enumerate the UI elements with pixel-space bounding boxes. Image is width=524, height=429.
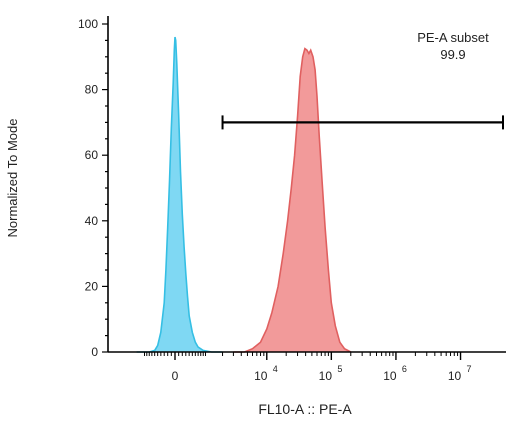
y-tick-label: 100 (78, 17, 98, 31)
histogram-outline-1 (136, 36, 223, 353)
histogram-area-2 (233, 48, 351, 352)
gate: PE-A subset 99.9 (221, 30, 504, 130)
gate-name: PE-A subset (417, 30, 489, 45)
histogram-area-1 (136, 37, 223, 352)
histogram-outline-2 (233, 47, 352, 353)
axes: 0 20 40 60 80 100 0 10 4 10 5 10 6 10 7 (78, 16, 506, 383)
x-axis-title: FL10-A :: PE-A (258, 401, 352, 417)
y-tick-label: 80 (85, 83, 99, 97)
y-tick-label: 60 (85, 148, 99, 162)
x-tick-exponent: 4 (273, 364, 278, 374)
x-tick-exponent: 5 (337, 364, 342, 374)
y-axis-title: Normalized To Mode (5, 119, 20, 238)
x-tick-exponent: 7 (467, 364, 472, 374)
histogram-series-layer (136, 36, 352, 353)
y-tick-label: 20 (85, 279, 99, 293)
x-tick-label: 10 (254, 369, 268, 383)
x-tick-label: 10 (319, 369, 333, 383)
x-tick-label: 0 (172, 369, 179, 383)
x-tick-label: 10 (448, 369, 462, 383)
x-tick-label: 10 (383, 369, 397, 383)
y-tick-label: 0 (91, 345, 98, 359)
gate-percentage: 99.9 (440, 47, 465, 62)
x-tick-exponent: 6 (402, 364, 407, 374)
y-tick-label: 40 (85, 214, 99, 228)
